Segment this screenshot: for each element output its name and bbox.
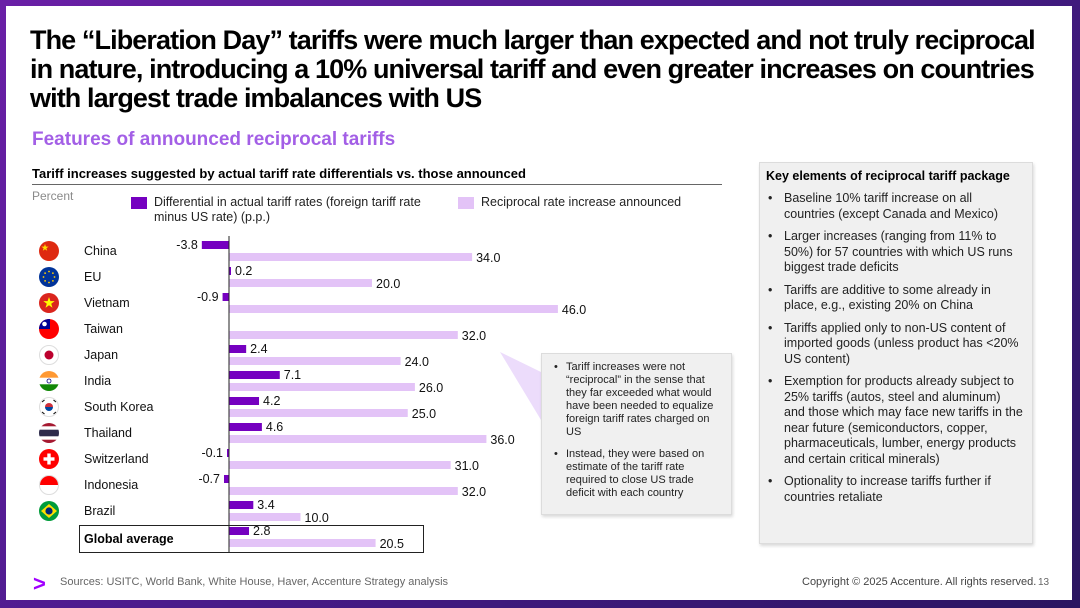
differential-label: 4.6	[266, 420, 283, 434]
reciprocal-label: 32.0	[462, 329, 486, 343]
accenture-logo: >	[33, 571, 46, 596]
reciprocal-bar	[229, 435, 487, 443]
reciprocal-bar	[229, 409, 408, 417]
differential-bar	[229, 371, 280, 379]
differential-label: 4.2	[263, 394, 280, 408]
reciprocal-bar	[229, 539, 376, 547]
legend-reciprocal: Reciprocal rate increase announced	[458, 195, 708, 210]
key-element-item: Larger increases (ranging from 11% to 50…	[766, 229, 1024, 276]
differential-bar	[229, 527, 250, 535]
reciprocal-label: 25.0	[412, 407, 436, 421]
slide-subtitle: Features of announced reciprocal tariffs	[32, 129, 396, 150]
reciprocal-label: 31.0	[455, 459, 479, 473]
legend-reciprocal-swatch	[458, 197, 474, 209]
reciprocal-bar	[229, 513, 301, 521]
differential-bar	[229, 267, 231, 275]
reciprocal-label: 24.0	[405, 355, 429, 369]
legend-differential-swatch	[131, 197, 147, 209]
reciprocal-label: 46.0	[562, 303, 586, 317]
reciprocal-bar	[229, 279, 372, 287]
reciprocal-bar	[229, 305, 558, 313]
reciprocal-label: 32.0	[462, 485, 486, 499]
reciprocal-label: 34.0	[476, 251, 500, 265]
differential-label: 2.8	[253, 524, 270, 538]
country-label-taiwan: Taiwan	[84, 322, 123, 336]
reciprocal-label: 20.5	[380, 537, 404, 551]
vietnam-flag	[39, 293, 59, 313]
slide-title: The “Liberation Day” tariffs were much l…	[30, 25, 1036, 113]
reciprocal-label: 20.0	[376, 277, 400, 291]
reciprocal-bar	[229, 357, 401, 365]
key-element-item: Baseline 10% tariff increase on all coun…	[766, 191, 1024, 222]
key-elements-title: Key elements of reciprocal tariff packag…	[766, 169, 1010, 183]
callout-item: Tariff increases were not “reciprocal” i…	[552, 361, 723, 439]
differential-label: 2.4	[250, 342, 267, 356]
page-number: 13	[1038, 577, 1050, 588]
differential-bar	[229, 501, 254, 509]
differential-label: -0.1	[201, 446, 223, 460]
sources-note: Sources: USITC, World Bank, White House,…	[60, 576, 449, 588]
country-label-south-korea: South Korea	[84, 400, 154, 414]
reciprocal-bar	[229, 331, 458, 339]
key-element-item: Optionality to increase tariffs further …	[766, 474, 1024, 505]
chart-title: Tariff increases suggested by actual tar…	[32, 166, 526, 181]
japan-flag	[39, 345, 59, 365]
differential-bar	[229, 345, 247, 353]
country-label-japan: Japan	[84, 348, 119, 362]
differential-label: -0.9	[197, 290, 219, 304]
reciprocal-label: 36.0	[490, 433, 514, 447]
reciprocal-bar	[229, 461, 451, 469]
key-element-item: Exemption for products already subject t…	[766, 374, 1024, 467]
reciprocal-label: 26.0	[419, 381, 443, 395]
callout-box: Tariff increases were not “reciprocal” i…	[541, 353, 732, 515]
reciprocal-bar	[229, 487, 458, 495]
differential-bar	[201, 241, 229, 249]
legend-differential: Differential in actual tariff rates (for…	[131, 195, 451, 225]
brazil-flag	[39, 501, 59, 521]
taiwan-flag	[39, 319, 59, 339]
chart-unit-label: Percent	[32, 189, 74, 203]
country-label-vietnam: Vietnam	[84, 296, 130, 310]
legend-differential-label: Differential in actual tariff rates (for…	[154, 195, 421, 224]
callout-item: Instead, they were based on estimate of …	[552, 448, 723, 500]
china-flag	[39, 241, 59, 261]
eu-flag	[39, 267, 59, 287]
differential-bar	[229, 423, 262, 431]
india-flag	[39, 371, 59, 391]
country-label-switzerland: Switzerland	[84, 452, 149, 466]
legend-reciprocal-label: Reciprocal rate increase announced	[481, 195, 682, 209]
country-label-thailand: Thailand	[84, 426, 132, 440]
country-label-eu: EU	[84, 270, 102, 284]
copyright-note: Copyright © 2025 Accenture. All rights r…	[802, 576, 1037, 588]
country-label-brazil: Brazil	[84, 504, 116, 518]
differential-label: -0.7	[198, 472, 220, 486]
key-elements-panel: Key elements of reciprocal tariff packag…	[759, 162, 1033, 544]
country-label-india: India	[84, 374, 112, 388]
country-label-indonesia: Indonesia	[84, 478, 139, 492]
chart-title-rule	[32, 184, 722, 185]
differential-label: 0.2	[235, 264, 252, 278]
differential-bar	[227, 449, 229, 457]
differential-bar	[229, 397, 260, 405]
reciprocal-bar	[229, 383, 415, 391]
reciprocal-label: 10.0	[305, 511, 329, 525]
differential-bar	[223, 475, 229, 483]
differential-label: 7.1	[284, 368, 301, 382]
global-average-highlight-box	[79, 525, 424, 553]
reciprocal-bar	[229, 253, 473, 261]
country-label-global-average: Global average	[84, 532, 174, 546]
key-element-item: Tariffs applied only to non-US content o…	[766, 321, 1024, 368]
indonesia-flag	[39, 475, 59, 495]
differential-label: -3.8	[176, 238, 198, 252]
south-korea-flag	[39, 397, 59, 417]
country-label-china: China	[84, 244, 117, 258]
callout-pointer	[500, 352, 541, 420]
key-element-item: Tariffs are additive to some already in …	[766, 283, 1024, 314]
switzerland-flag	[39, 449, 59, 469]
differential-label: 3.4	[257, 498, 274, 512]
thailand-flag	[39, 423, 59, 443]
differential-bar	[222, 293, 229, 301]
